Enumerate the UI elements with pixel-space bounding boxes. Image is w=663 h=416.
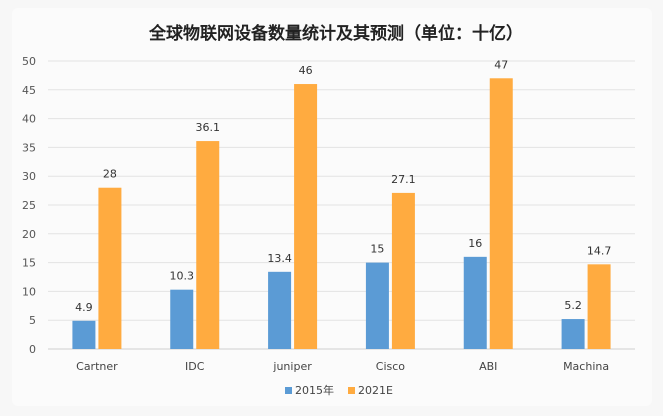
y-tick-label: 30 — [22, 170, 36, 183]
y-tick-label: 0 — [29, 343, 36, 356]
y-tick-label: 10 — [22, 285, 36, 298]
bar-2015年-Cartner — [72, 320, 96, 349]
bar-2021E-Cisco — [391, 192, 415, 349]
y-tick-label: 5 — [29, 314, 36, 327]
x-tick-label: ABI — [479, 360, 497, 373]
data-label: 4.9 — [75, 301, 93, 314]
data-label: 15 — [370, 243, 384, 256]
bar-2015年-ABI — [463, 256, 487, 349]
bar-2015年-Machina — [561, 319, 585, 349]
bar-2021E-IDC — [196, 141, 220, 349]
x-tick-label: IDC — [185, 360, 205, 373]
data-label: 36.1 — [196, 121, 221, 134]
bar-2015年-Cisco — [365, 262, 389, 349]
legend-swatch — [348, 387, 355, 394]
data-label: 5.2 — [564, 299, 582, 312]
legend-label: 2021E — [358, 384, 393, 397]
x-tick-label: juniper — [272, 360, 312, 373]
data-label: 28 — [103, 168, 117, 181]
data-label: 13.4 — [267, 252, 292, 265]
y-tick-label: 20 — [22, 228, 36, 241]
legend-swatch — [285, 387, 292, 394]
bar-2015年-IDC — [170, 289, 194, 349]
x-tick-label: Machina — [563, 360, 609, 373]
y-tick-label: 15 — [22, 257, 36, 270]
y-tick-label: 40 — [22, 113, 36, 126]
y-tick-label: 45 — [22, 84, 36, 97]
data-label: 47 — [494, 58, 508, 71]
data-label: 14.7 — [587, 244, 612, 257]
bar-2021E-Machina — [587, 264, 611, 349]
y-tick-label: 35 — [22, 141, 36, 154]
bar-2021E-ABI — [489, 78, 513, 349]
bar-2021E-juniper — [294, 84, 318, 349]
y-tick-label: 25 — [22, 199, 36, 212]
x-tick-label: Cartner — [76, 360, 118, 373]
data-label: 46 — [299, 64, 313, 77]
x-tick-label: Cisco — [376, 360, 406, 373]
bar-2021E-Cartner — [98, 187, 122, 349]
legend-label: 2015年 — [295, 383, 334, 397]
data-label: 27.1 — [391, 173, 416, 186]
y-tick-label: 50 — [22, 55, 36, 68]
chart-title: 全球物联网设备数量统计及其预测（单位：十亿） — [148, 23, 523, 44]
data-label: 16 — [468, 237, 482, 250]
bar-2015年-juniper — [268, 271, 292, 349]
data-label: 10.3 — [170, 270, 195, 283]
